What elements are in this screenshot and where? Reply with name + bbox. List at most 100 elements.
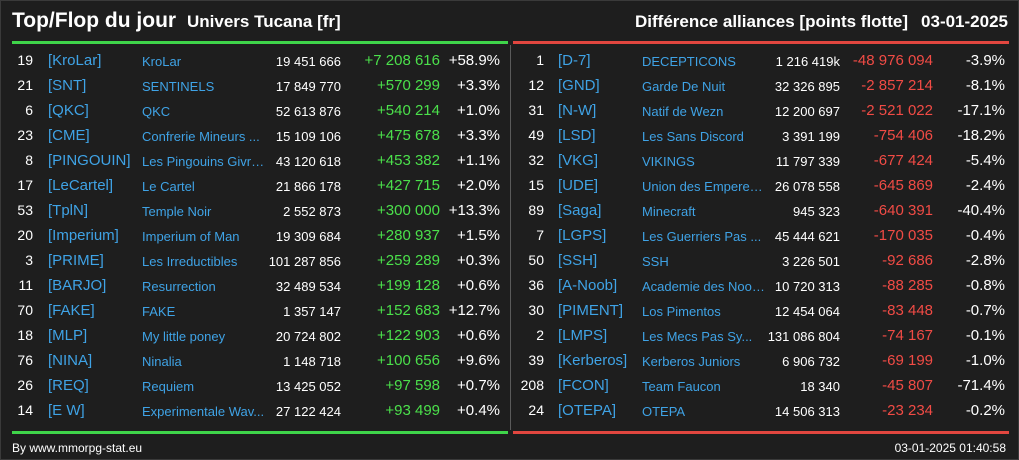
top-row: 18 [MLP] My little poney 20 724 802 +122 903… <box>9 323 509 348</box>
alliance-tag-link[interactable]: [LeCartel] <box>48 177 114 194</box>
alliance-name-link[interactable]: Union des Empereur... <box>642 179 769 194</box>
alliance-name-link[interactable]: SENTINELS <box>142 79 215 94</box>
percent-cell: -3.9% <box>965 52 1005 69</box>
diff-cell: -645 869 <box>873 177 933 194</box>
alliance-tag-link[interactable]: [Saga] <box>558 202 602 219</box>
alliance-tag-link[interactable]: [KroLar] <box>48 52 102 69</box>
alliance-name-link[interactable]: Temple Noir <box>142 204 212 219</box>
alliance-tag-link[interactable]: [GND] <box>558 77 600 94</box>
points-cell: 19 309 684 <box>275 229 341 244</box>
diff-cell: -69 199 <box>882 352 933 369</box>
percent-cell: -0.1% <box>965 327 1005 344</box>
alliance-tag-link[interactable]: [LMPS] <box>558 327 608 344</box>
alliance-name-link[interactable]: Los Pimentos <box>642 304 721 319</box>
alliance-name-link[interactable]: Confrerie Mineurs ... <box>142 129 260 144</box>
alliance-tag-link[interactable]: [Imperium] <box>48 227 119 244</box>
alliance-name-link[interactable]: OTEPA <box>642 404 686 419</box>
alliance-tag-link[interactable]: [VKG] <box>558 152 599 169</box>
alliance-name-link[interactable]: Kerberos Juniors <box>642 354 741 369</box>
diff-cell: +453 382 <box>377 152 440 169</box>
alliance-name-link[interactable]: My little poney <box>142 329 226 344</box>
alliance-name-link[interactable]: SSH <box>642 254 669 269</box>
alliance-tag-link[interactable]: [LGPS] <box>558 227 607 244</box>
alliance-name-link[interactable]: Les Pingouins Givre... <box>142 154 268 169</box>
alliance-tag-link[interactable]: [PINGOUIN] <box>48 152 131 169</box>
points-cell: 32 489 534 <box>275 279 341 294</box>
alliance-tag-link[interactable]: [FCON] <box>558 377 609 394</box>
alliance-name-link[interactable]: QKC <box>142 104 171 119</box>
alliance-name-link[interactable]: Experimentale Wav... <box>142 404 265 419</box>
diff-cell: -170 035 <box>873 227 933 244</box>
alliance-name-link[interactable]: Team Faucon <box>642 379 721 394</box>
alliance-tag-link[interactable]: [TplN] <box>48 202 89 219</box>
rank-cell: 3 <box>25 252 33 268</box>
rank-cell: 15 <box>528 177 544 193</box>
percent-cell: -71.4% <box>957 377 1005 394</box>
alliance-tag-link[interactable]: [PRIME] <box>48 252 104 269</box>
diff-cell: +259 289 <box>377 252 440 269</box>
rank-cell: 2 <box>536 327 544 343</box>
alliance-name-link[interactable]: KroLar <box>142 54 182 69</box>
alliance-tag-link[interactable]: [NINA] <box>48 352 93 369</box>
alliance-tag-link[interactable]: [Kerberos] <box>558 352 628 369</box>
alliance-tag-link[interactable]: [OTEPA] <box>558 402 617 419</box>
top-accent-line <box>12 41 508 44</box>
alliance-tag-link[interactable]: [MLP] <box>48 327 88 344</box>
alliance-tag-link[interactable]: [REQ] <box>48 377 89 394</box>
alliance-name-link[interactable]: Natif de Wezn <box>642 104 724 119</box>
percent-cell: +1.0% <box>457 102 500 119</box>
alliance-name-link[interactable]: Ninalia <box>142 354 182 369</box>
alliance-name-link[interactable]: Les Irreductibles <box>142 254 238 269</box>
alliance-name-link[interactable]: Minecraft <box>642 204 696 219</box>
top-table: 19 [KroLar] KroLar 19 451 666 +7 208 616 +58.… <box>9 48 509 423</box>
percent-cell: -0.4% <box>965 227 1005 244</box>
diff-cell: +100 656 <box>377 352 440 369</box>
diff-cell: +7 208 616 <box>364 52 441 69</box>
alliance-tag-link[interactable]: [FAKE] <box>48 302 95 319</box>
flop-row: 1 [D-7] DECEPTICONS 1 216 419k -48 976 094 -3… <box>516 48 1016 73</box>
rank-cell: 32 <box>528 152 544 168</box>
alliance-name-link[interactable]: VIKINGS <box>642 154 695 169</box>
alliance-name-link[interactable]: FAKE <box>142 304 176 319</box>
alliance-tag-link[interactable]: [SSH] <box>558 252 598 269</box>
alliance-name-link[interactable]: DECEPTICONS <box>642 54 736 69</box>
flop-row: 24 [OTEPA] OTEPA 14 506 313 -23 234 -0.2% <box>516 398 1016 423</box>
alliance-tag-link[interactable]: [LSD] <box>558 127 596 144</box>
alliance-name-link[interactable]: Requiem <box>142 379 195 394</box>
percent-cell: -17.1% <box>957 102 1005 119</box>
rank-cell: 76 <box>17 352 33 368</box>
alliance-name-link[interactable]: Le Cartel <box>142 179 195 194</box>
rank-cell: 19 <box>17 52 33 68</box>
points-cell: 27 122 424 <box>275 404 341 419</box>
alliance-tag-link[interactable]: [QKC] <box>48 102 89 119</box>
alliance-tag-link[interactable]: [A-Noob] <box>558 277 618 294</box>
rank-cell: 12 <box>528 77 544 93</box>
rank-cell: 24 <box>528 402 544 418</box>
column-divider <box>510 45 511 430</box>
alliance-tag-link[interactable]: [PIMENT] <box>558 302 624 319</box>
alliance-tag-link[interactable]: [D-7] <box>558 52 591 69</box>
alliance-name-link[interactable]: Garde De Nuit <box>642 79 726 94</box>
rank-cell: 89 <box>528 202 544 218</box>
alliance-tag-link[interactable]: [CME] <box>48 127 90 144</box>
alliance-tag-link[interactable]: [SNT] <box>48 77 87 94</box>
alliance-name-link[interactable]: Academie des Noob... <box>642 279 769 294</box>
rank-cell: 53 <box>17 202 33 218</box>
alliance-name-link[interactable]: Les Mecs Pas Sy... <box>642 329 753 344</box>
flop-bottom-line <box>513 431 1009 434</box>
percent-cell: -2.8% <box>965 252 1005 269</box>
alliance-tag-link[interactable]: [N-W] <box>558 102 597 119</box>
percent-cell: -40.4% <box>957 202 1005 219</box>
top-bottom-line <box>12 431 508 434</box>
percent-cell: -0.7% <box>965 302 1005 319</box>
alliance-name-link[interactable]: Les Guerriers Pas ... <box>642 229 762 244</box>
alliance-name-link[interactable]: Resurrection <box>142 279 216 294</box>
alliance-tag-link[interactable]: [BARJO] <box>48 277 107 294</box>
alliance-name-link[interactable]: Les Sans Discord <box>642 129 744 144</box>
alliance-tag-link[interactable]: [UDE] <box>558 177 599 194</box>
percent-cell: +1.1% <box>457 152 500 169</box>
percent-cell: -5.4% <box>965 152 1005 169</box>
alliance-name-link[interactable]: Imperium of Man <box>142 229 240 244</box>
diff-cell: -2 857 214 <box>861 77 933 94</box>
alliance-tag-link[interactable]: [E W] <box>48 402 85 419</box>
